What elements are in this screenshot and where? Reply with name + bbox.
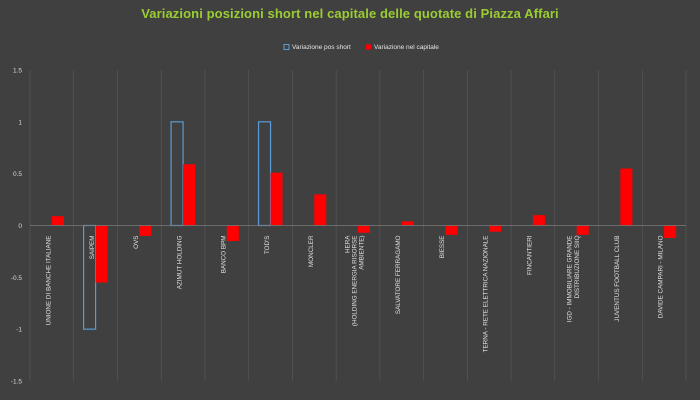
x-category-label-line: OVS	[133, 236, 140, 249]
x-category-label-line: DAVIDE CAMPARI - MILANO	[658, 235, 665, 318]
x-category-label-line: (HOLDING ENERGIA RISORSE	[352, 236, 359, 327]
legend-label-variazione-pos-short: Variazione pos short	[292, 44, 351, 51]
bar-variazione-nel-capitale	[270, 172, 283, 226]
y-tick-label: 0.5	[13, 171, 22, 178]
x-category-label: BIESSE	[439, 236, 446, 259]
x-category-label: UNIONE DI BANCHE ITALIANE	[45, 236, 52, 326]
bar-variazione-nel-capitale	[95, 225, 108, 283]
x-category-label: FINCANTIERI	[526, 235, 533, 275]
x-category-label-line: TERNA - RETE ELETTRICA NAZIONALE	[483, 236, 490, 353]
bar-variazione-nel-capitale	[664, 225, 677, 238]
x-category-label-line: DISTRIBUZIONE SIIQ	[574, 235, 581, 298]
x-category-label: AZIMUT HOLDING	[177, 235, 184, 289]
y-tick-label: -1.5	[11, 379, 23, 386]
bar-variazione-nel-capitale	[576, 225, 589, 235]
x-category-label: DAVIDE CAMPARI - MILANO	[658, 235, 665, 318]
x-category-label: TERNA - RETE ELETTRICA NAZIONALE	[483, 236, 490, 353]
y-tick-label: -0.5	[11, 275, 23, 282]
x-category-label-line: BANCO BPM	[220, 236, 227, 274]
x-category-label-line: SAIPEM	[89, 236, 96, 260]
x-category-label-line: UNIONE DI BANCHE ITALIANE	[45, 236, 52, 326]
x-category-label-line: AMBIENTE)	[359, 236, 366, 270]
legend-swatch-variazione-pos-short	[283, 44, 290, 50]
bar-variazione-nel-capitale	[445, 225, 458, 235]
x-category-label: TOD'S	[264, 236, 271, 255]
x-category-label-line: BIESSE	[439, 236, 446, 259]
bar-variazione-pos-short	[170, 121, 184, 227]
bar-variazione-nel-capitale	[51, 216, 64, 226]
x-category-label-line: HERA	[344, 235, 351, 253]
bar-variazione-nel-capitale	[532, 215, 545, 226]
y-tick-label: -1	[16, 327, 22, 334]
x-category-label: MONCLER	[308, 235, 315, 267]
x-category-label-line: AZIMUT HOLDING	[177, 235, 184, 289]
legend-label-variazione-nel-capitale: Variazione nel capitale	[374, 44, 439, 51]
bar-variazione-pos-short	[257, 121, 272, 227]
x-category-label: IGD - IMMOBILIARE GRANDE DISTRIBUZIONE SI…	[567, 235, 581, 322]
chart-title: Variazioni posizioni short nel capitale …	[141, 6, 559, 21]
bar-variazione-nel-capitale	[139, 225, 152, 236]
y-tick-label: 0	[18, 223, 22, 230]
x-category-label-line: JUVENTUS FOOTBALL CLUB	[614, 236, 621, 322]
x-category-label: BANCO BPM	[220, 236, 227, 274]
legend-swatch-variazione-nel-capitale	[366, 44, 371, 50]
x-category-label: JUVENTUS FOOTBALL CLUB	[614, 236, 621, 322]
x-category-label: SAIPEM	[89, 236, 96, 260]
bar-variazione-nel-capitale	[489, 225, 502, 232]
bar-variazione-nel-capitale	[183, 164, 196, 226]
x-category-label-line: FINCANTIERI	[526, 235, 533, 275]
x-category-label-line: SALVATORE FERRAGAMO	[395, 235, 402, 314]
x-category-label-line: TOD'S	[264, 236, 271, 255]
y-tick-label: 1	[18, 119, 22, 126]
bar-variazione-nel-capitale	[226, 225, 239, 242]
x-category-label-line: MONCLER	[308, 235, 315, 267]
x-category-label: OVS	[133, 236, 140, 249]
y-tick-label: 1.5	[13, 68, 22, 75]
x-category-label: SALVATORE FERRAGAMO	[395, 235, 402, 314]
bar-variazione-nel-capitale	[620, 168, 633, 226]
x-category-label-line: IGD - IMMOBILIARE GRANDE	[567, 236, 574, 323]
bar-variazione-nel-capitale	[401, 221, 414, 226]
bar-variazione-nel-capitale	[314, 194, 327, 226]
x-category-label: HERA (HOLDING ENERGIA RISORSE AMBIENTE)	[344, 235, 365, 326]
bar-variazione-nel-capitale	[358, 225, 370, 233]
